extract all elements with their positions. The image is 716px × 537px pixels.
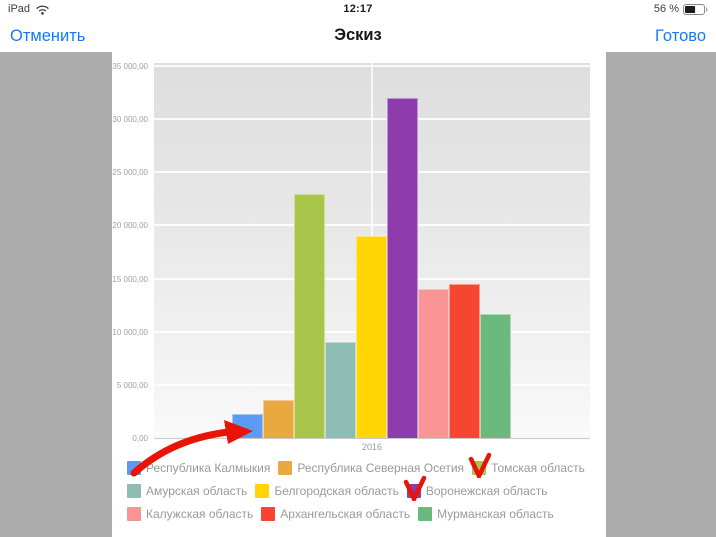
gridline [154,118,590,121]
battery-icon [683,3,708,15]
legend-label: Воронежская область [425,484,548,498]
content-background: 0,00 5 000,00 10 000,00 15 000,00 20 000,00 2… [0,52,716,537]
done-button[interactable]: Готово [655,20,706,52]
legend-label: Томская область [491,461,585,475]
legend-item: Архангельская область [261,507,410,521]
wifi-icon [35,4,50,15]
sketch-canvas[interactable]: 0,00 5 000,00 10 000,00 15 000,00 20 000,00 2… [112,52,606,537]
x-axis-category-label: 2016 [361,442,383,452]
bar-2 [263,399,294,438]
y-axis-tick-label: 35 000,00 [112,62,148,71]
legend-swatch [255,484,270,498]
x-axis-line [154,438,590,439]
y-axis-tick-label: 15 000,00 [112,274,148,284]
legend-swatch [127,507,141,521]
status-bar: iPad 12:17 56 % [0,0,716,20]
legend-label: Белгородская область [274,484,399,498]
legend-item: Республика Северная Осетия [278,461,464,475]
chart-plot-area [154,63,590,439]
bar-7 [418,289,449,438]
bar-5 [356,236,387,438]
legend-label: Амурская область [146,484,248,498]
legend-swatch [127,484,141,498]
legend-label: Архангельская область [280,507,411,521]
y-axis: 0,00 5 000,00 10 000,00 15 000,00 20 000,00 2… [112,62,148,443]
page-title: Эскиз [334,26,382,44]
bar-4 [325,342,356,438]
legend-swatch [278,461,293,475]
legend-label: Мурманская область [437,507,554,521]
y-axis-tick-label: 25 000,00 [112,168,148,178]
legend-swatch [127,461,141,475]
y-axis-tick-label: 20 000,00 [112,221,148,231]
chart-legend: Республика Калмыкия Республика Северная О… [127,452,599,521]
legend-item: Белгородская область [255,484,399,498]
legend-item: Воронежская область [403,475,548,501]
y-axis-tick-label: 5 000,00 [116,380,148,390]
legend-swatch [468,452,492,478]
legend-item: Республика Калмыкия [127,461,270,475]
legend-label: Республика Калмыкия [146,461,271,475]
gridline [154,224,590,227]
bar-3 [294,193,325,438]
battery-percent-label: 56 % [653,3,679,15]
cancel-button[interactable]: Отменить [10,20,85,52]
legend-swatch [403,475,427,501]
y-axis-tick-label: 0,00 [132,434,148,443]
legend-row: Амурская область Белгородская область Воро… [127,475,599,501]
gridline [154,65,590,67]
legend-label: Республика Северная Осетия [297,461,465,475]
legend-label: Калужская область [146,507,254,521]
legend-item: Томская область [468,452,585,478]
nav-bar: Отменить Эскиз Готово [0,20,716,52]
legend-item: Амурская область [127,484,247,498]
legend-item: Мурманская область [418,507,554,521]
legend-row: Республика Калмыкия Республика Северная О… [127,452,599,478]
gridline [154,171,590,174]
legend-swatch [418,507,433,521]
bar-9 [480,313,511,438]
status-clock: 12:17 [343,3,373,15]
bar-1 [232,413,263,438]
bar-8 [449,283,480,438]
y-axis-tick-label: 10 000,00 [112,327,148,337]
legend-item: Калужская область [127,507,253,521]
bar-6 [387,97,418,438]
device-label: iPad [8,3,31,15]
legend-swatch [261,507,276,521]
legend-row: Калужская область Архангельская область Му… [127,507,599,521]
y-axis-tick-label: 30 000,00 [112,115,148,125]
